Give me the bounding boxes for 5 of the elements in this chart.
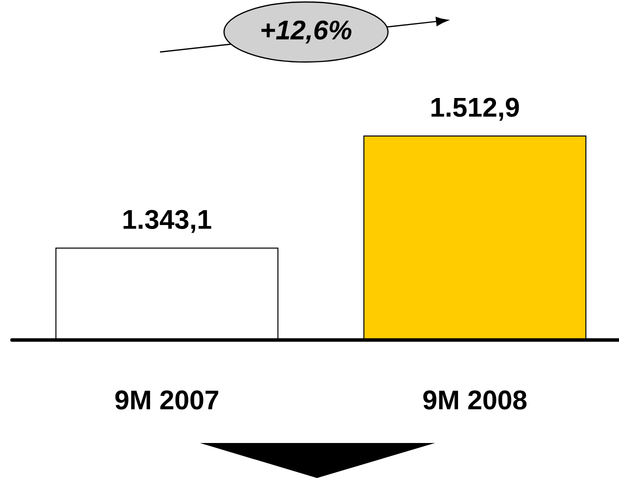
data-label: 1.343,1 bbox=[124, 210, 212, 233]
data-label: 1.512,9 bbox=[432, 98, 519, 121]
x-tick-label: 9M 2007 bbox=[115, 390, 218, 410]
text: +12,6% bbox=[261, 20, 352, 44]
x-tick-label: 9M 2008 bbox=[423, 390, 527, 410]
